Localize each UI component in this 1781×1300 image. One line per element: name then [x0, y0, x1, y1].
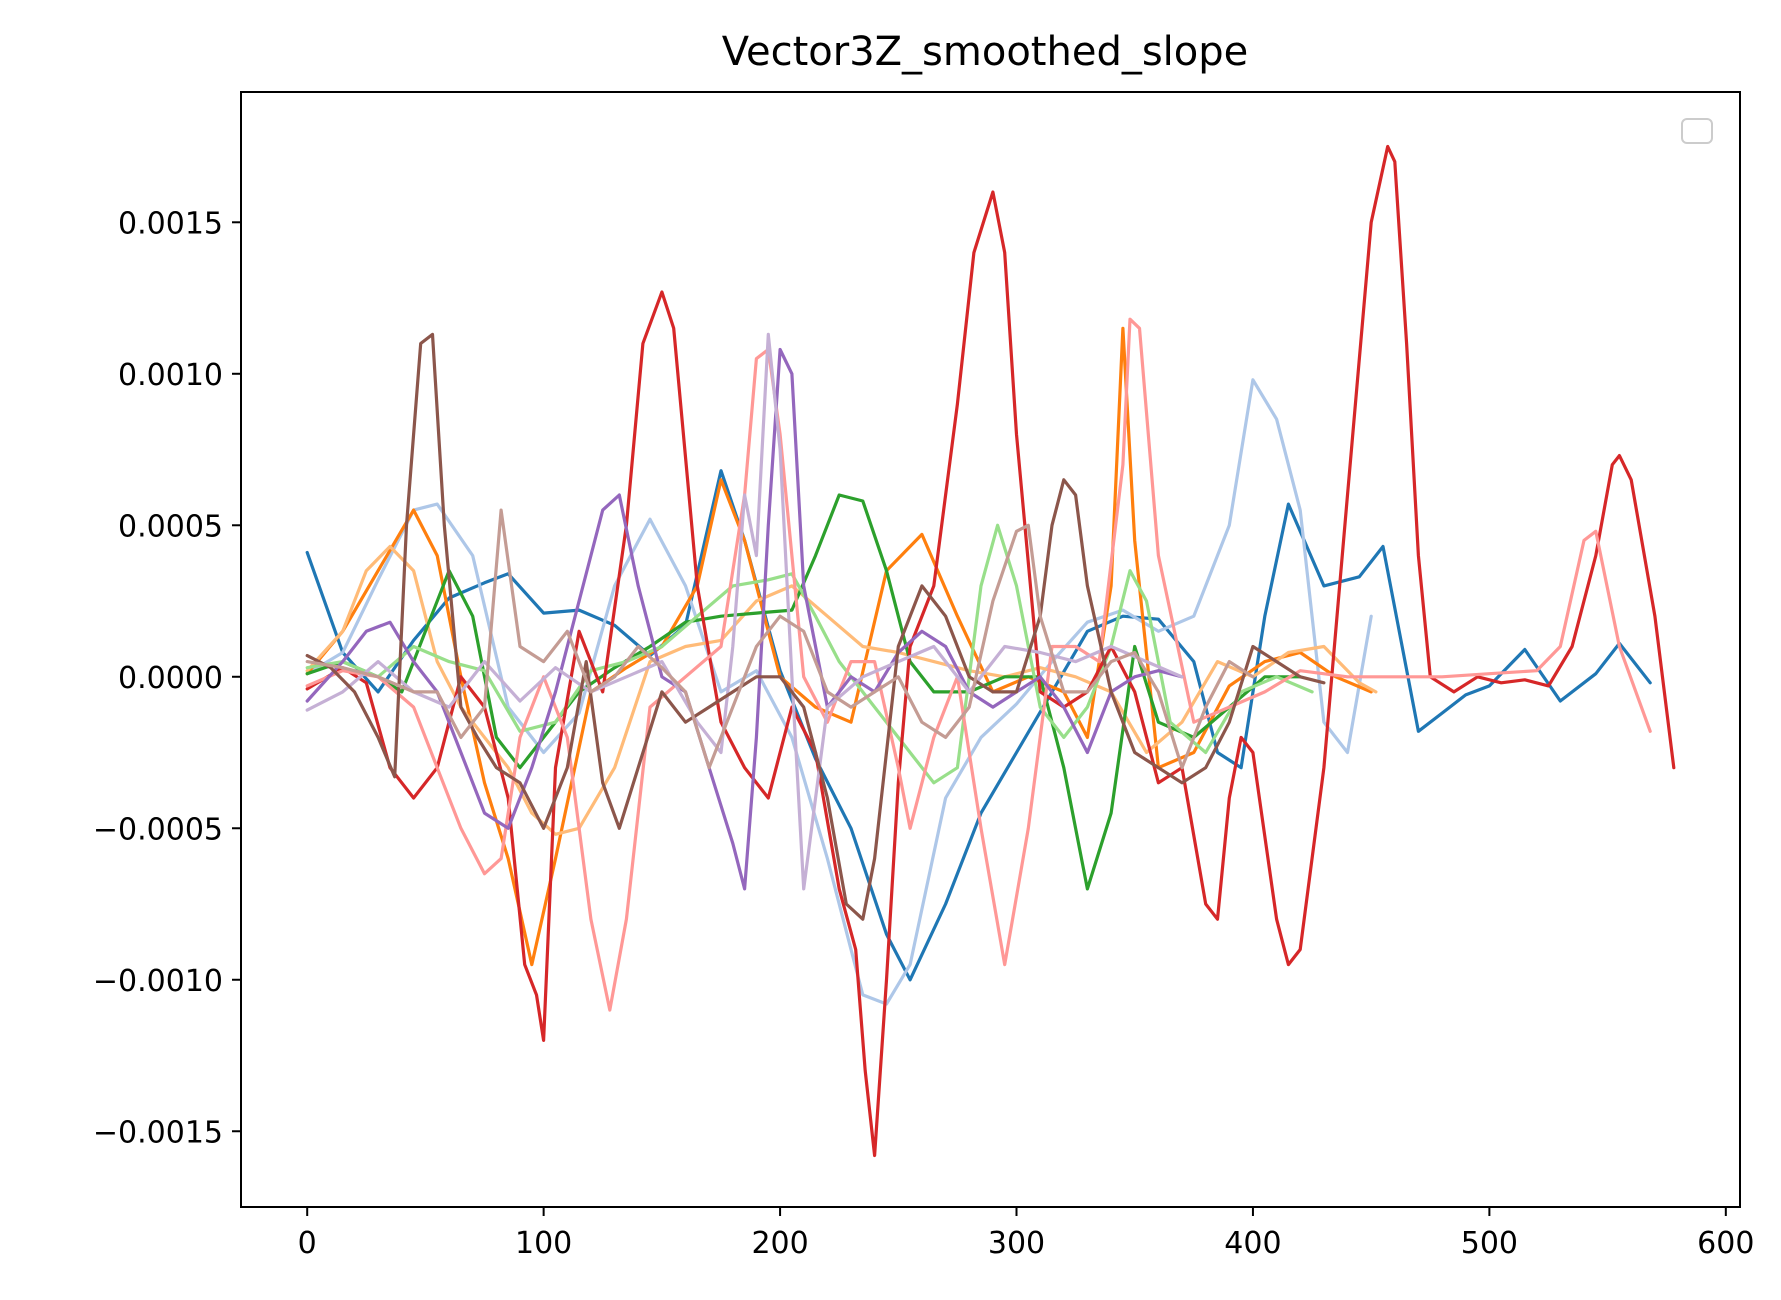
- x-tick-label: 500: [1461, 1226, 1518, 1261]
- series-line-5: [305, 493, 1302, 891]
- x-axis: 0 100 200 300 400 500 600: [298, 1207, 1754, 1261]
- series-line-10: [305, 332, 1184, 891]
- x-tick-label: 200: [751, 1226, 808, 1261]
- series-line-7: [305, 144, 1676, 1158]
- series-line-12: [305, 508, 1255, 770]
- series-line-1: [305, 469, 1652, 982]
- series-layer: [305, 144, 1676, 1158]
- series-line-6: [305, 523, 1314, 785]
- plot-frame: [240, 91, 1741, 1208]
- series-line-3: [305, 326, 1373, 967]
- legend-box: [1681, 118, 1713, 144]
- x-tick-label: 400: [1224, 1226, 1281, 1261]
- series-line-8: [305, 317, 1652, 1012]
- y-tick-label: 0.0000: [118, 661, 223, 696]
- y-tick-label: 0.0005: [118, 509, 223, 544]
- x-tick-label: 600: [1697, 1226, 1754, 1261]
- y-axis: −0.0015 −0.0010 −0.0005 0.0000 0.0005 0.0010 0…: [93, 206, 241, 1150]
- x-tick-label: 0: [298, 1226, 317, 1261]
- series-line-11: [305, 332, 1326, 921]
- x-tick-label: 300: [988, 1226, 1045, 1261]
- series-line-9: [305, 347, 1184, 891]
- x-tick-label: 100: [515, 1226, 572, 1261]
- y-tick-label: 0.0010: [118, 358, 223, 393]
- series-line-4: [305, 544, 1378, 836]
- y-tick-label: −0.0005: [93, 812, 223, 847]
- y-tick-label: −0.0010: [93, 964, 223, 999]
- y-tick-label: 0.0015: [118, 206, 223, 241]
- chart-title: Vector3Z_smoothed_slope: [722, 29, 1249, 75]
- y-tick-label: −0.0015: [93, 1115, 223, 1150]
